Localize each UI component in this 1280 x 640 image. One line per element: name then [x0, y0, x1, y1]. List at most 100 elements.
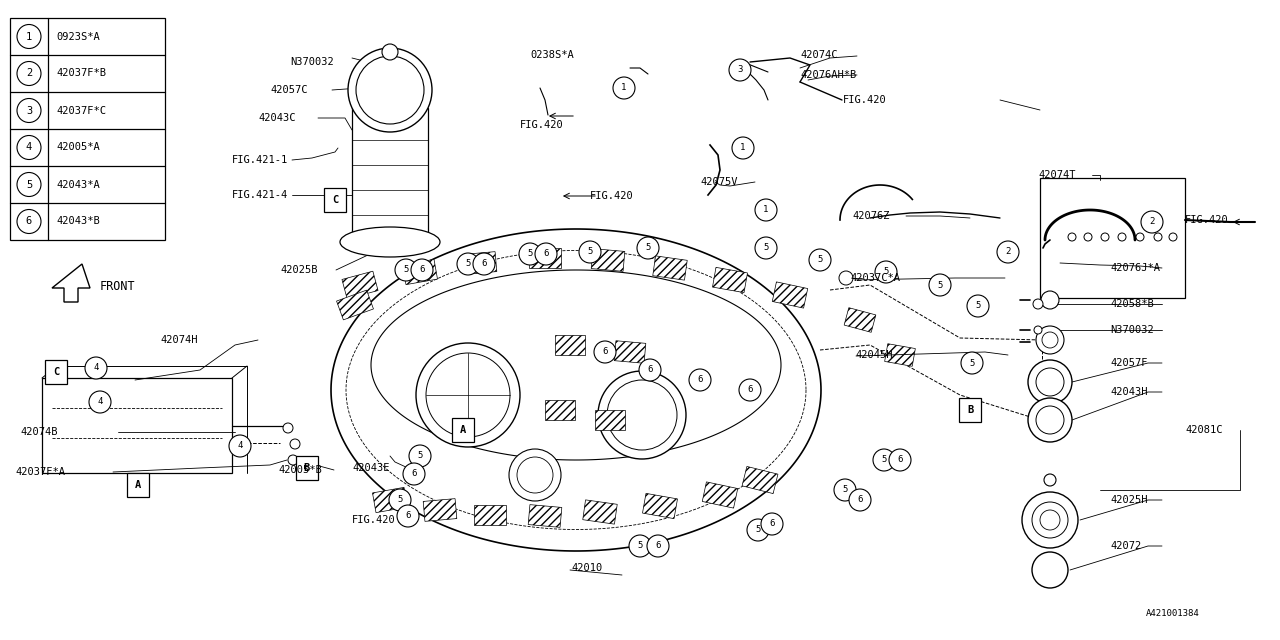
Circle shape: [1140, 211, 1164, 233]
Circle shape: [229, 435, 251, 457]
Circle shape: [997, 241, 1019, 263]
Bar: [337, 290, 374, 320]
Circle shape: [84, 357, 108, 379]
Text: 2: 2: [26, 68, 32, 79]
Bar: [772, 282, 808, 308]
Circle shape: [17, 136, 41, 159]
Text: 5: 5: [637, 541, 643, 550]
Text: 42043*A: 42043*A: [56, 179, 100, 189]
Text: 6: 6: [543, 250, 549, 259]
Text: 3: 3: [26, 106, 32, 115]
Text: C: C: [332, 195, 338, 205]
Text: 2: 2: [1005, 248, 1011, 257]
Circle shape: [410, 445, 431, 467]
Text: A: A: [460, 425, 466, 435]
Text: 6: 6: [655, 541, 660, 550]
Text: 5: 5: [883, 268, 888, 276]
Bar: [42, 378, 232, 473]
Circle shape: [1101, 233, 1108, 241]
Circle shape: [381, 44, 398, 60]
Circle shape: [762, 513, 783, 535]
Text: 42081C: 42081C: [1185, 425, 1222, 435]
Text: 5: 5: [818, 255, 823, 264]
Bar: [582, 500, 617, 524]
Bar: [653, 256, 687, 280]
Text: 42076AH*B: 42076AH*B: [800, 70, 856, 80]
Text: FIG.421-4: FIG.421-4: [232, 190, 288, 200]
Circle shape: [1033, 299, 1043, 309]
Text: 5: 5: [403, 266, 408, 275]
Circle shape: [509, 449, 561, 501]
Text: A: A: [134, 480, 141, 490]
Circle shape: [730, 59, 751, 81]
Circle shape: [356, 56, 424, 124]
Text: 2: 2: [1149, 218, 1155, 227]
Circle shape: [755, 237, 777, 259]
Text: 5: 5: [763, 243, 769, 253]
Text: 5: 5: [882, 456, 887, 465]
Text: 3: 3: [737, 65, 742, 74]
Text: 42043E: 42043E: [352, 463, 389, 473]
FancyBboxPatch shape: [45, 360, 67, 384]
Text: 5: 5: [969, 358, 974, 367]
Text: 6: 6: [26, 216, 32, 227]
Text: 42074B: 42074B: [20, 427, 58, 437]
Circle shape: [838, 271, 852, 285]
Text: 1: 1: [740, 143, 746, 152]
Circle shape: [579, 241, 602, 263]
Circle shape: [397, 505, 419, 527]
Circle shape: [607, 380, 677, 450]
Circle shape: [1036, 368, 1064, 396]
Circle shape: [291, 439, 300, 449]
Circle shape: [646, 535, 669, 557]
Circle shape: [849, 489, 870, 511]
Text: 5: 5: [466, 259, 471, 269]
Text: 5: 5: [937, 280, 942, 289]
Text: 5: 5: [755, 525, 760, 534]
Text: B: B: [303, 463, 310, 473]
Bar: [884, 344, 915, 366]
Text: 1: 1: [621, 83, 627, 93]
Text: 1: 1: [26, 31, 32, 42]
Circle shape: [1034, 326, 1042, 334]
Text: 42045H: 42045H: [855, 350, 892, 360]
Text: 5: 5: [588, 248, 593, 257]
Bar: [1039, 178, 1185, 298]
Text: 5: 5: [527, 250, 532, 259]
Text: 6: 6: [648, 365, 653, 374]
Bar: [474, 505, 506, 525]
FancyBboxPatch shape: [324, 188, 346, 212]
Circle shape: [1068, 233, 1076, 241]
Text: 6: 6: [420, 266, 425, 275]
Circle shape: [732, 137, 754, 159]
Circle shape: [288, 455, 298, 465]
Circle shape: [961, 352, 983, 374]
Circle shape: [1039, 510, 1060, 530]
Text: 1: 1: [763, 205, 769, 214]
Text: 42005*B: 42005*B: [278, 465, 321, 475]
Text: 6: 6: [481, 259, 486, 269]
Bar: [529, 505, 562, 527]
Text: 42076J*A: 42076J*A: [1110, 263, 1160, 273]
Circle shape: [518, 243, 541, 265]
Circle shape: [403, 463, 425, 485]
Circle shape: [389, 489, 411, 511]
Text: 42075V: 42075V: [700, 177, 737, 187]
Circle shape: [1044, 474, 1056, 486]
Circle shape: [1155, 233, 1162, 241]
Circle shape: [835, 479, 856, 501]
Text: 6: 6: [769, 520, 774, 529]
FancyBboxPatch shape: [452, 418, 474, 442]
Circle shape: [17, 99, 41, 122]
Bar: [342, 271, 378, 299]
Text: 42057F: 42057F: [1110, 358, 1147, 368]
Circle shape: [1032, 502, 1068, 538]
Text: FIG.420: FIG.420: [352, 515, 396, 525]
Text: 5: 5: [417, 451, 422, 461]
Circle shape: [1032, 552, 1068, 588]
Text: 6: 6: [406, 511, 411, 520]
Circle shape: [17, 24, 41, 49]
Text: 42037F*B: 42037F*B: [56, 68, 106, 79]
Text: FIG.420: FIG.420: [844, 95, 887, 105]
Circle shape: [1137, 233, 1144, 241]
